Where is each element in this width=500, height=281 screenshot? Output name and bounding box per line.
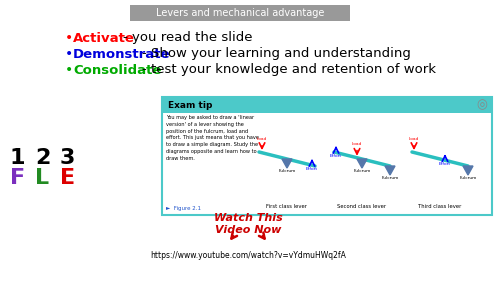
Text: L: L — [35, 168, 49, 188]
Text: Load: Load — [409, 137, 419, 141]
Polygon shape — [463, 166, 473, 175]
Text: https://www.youtube.com/watch?v=vYdmuHWq2fA: https://www.youtube.com/watch?v=vYdmuHWq… — [150, 250, 346, 259]
Polygon shape — [357, 159, 367, 168]
Text: Fulcrum: Fulcrum — [382, 176, 398, 180]
Text: Load: Load — [257, 137, 267, 141]
Text: Effort: Effort — [306, 167, 318, 171]
Text: E: E — [60, 168, 75, 188]
Text: ►  Figure 2.1: ► Figure 2.1 — [166, 206, 201, 211]
Bar — [162, 97, 492, 113]
Text: Second class lever: Second class lever — [338, 204, 386, 209]
Text: Demonstrate: Demonstrate — [73, 47, 170, 60]
Text: Activate: Activate — [73, 31, 135, 44]
Text: Consolidate: Consolidate — [73, 64, 162, 76]
Text: Video Now: Video Now — [215, 225, 281, 235]
Text: Exam tip: Exam tip — [168, 101, 212, 110]
Text: ◎: ◎ — [476, 99, 488, 112]
Text: •: • — [65, 63, 73, 77]
Text: F: F — [10, 168, 25, 188]
Text: - test your knowledge and retention of work: - test your knowledge and retention of w… — [142, 64, 437, 76]
Text: 3: 3 — [60, 148, 76, 168]
Polygon shape — [385, 166, 395, 175]
Text: Watch This: Watch This — [214, 213, 282, 223]
Text: Fulcrum: Fulcrum — [354, 169, 370, 173]
Text: Effort: Effort — [330, 154, 342, 158]
Text: 1: 1 — [10, 148, 26, 168]
Text: - you read the slide: - you read the slide — [124, 31, 253, 44]
Text: Levers and mechanical advantage: Levers and mechanical advantage — [156, 8, 324, 18]
Bar — [130, 5, 350, 21]
Polygon shape — [282, 159, 292, 168]
Text: •: • — [65, 31, 73, 45]
Text: Effort: Effort — [439, 162, 451, 166]
Text: •: • — [65, 47, 73, 61]
Text: First class lever: First class lever — [266, 204, 308, 209]
Text: - Show your learning and understanding: - Show your learning and understanding — [142, 47, 411, 60]
Text: You may be asked to draw a 'linear
version' of a lever showing the
position of t: You may be asked to draw a 'linear versi… — [166, 115, 259, 161]
Text: Fulcrum: Fulcrum — [278, 169, 295, 173]
Text: Third class lever: Third class lever — [418, 204, 462, 209]
Text: 2: 2 — [35, 148, 50, 168]
Text: Load: Load — [352, 142, 362, 146]
Text: Fulcrum: Fulcrum — [460, 176, 476, 180]
Bar — [162, 97, 492, 215]
